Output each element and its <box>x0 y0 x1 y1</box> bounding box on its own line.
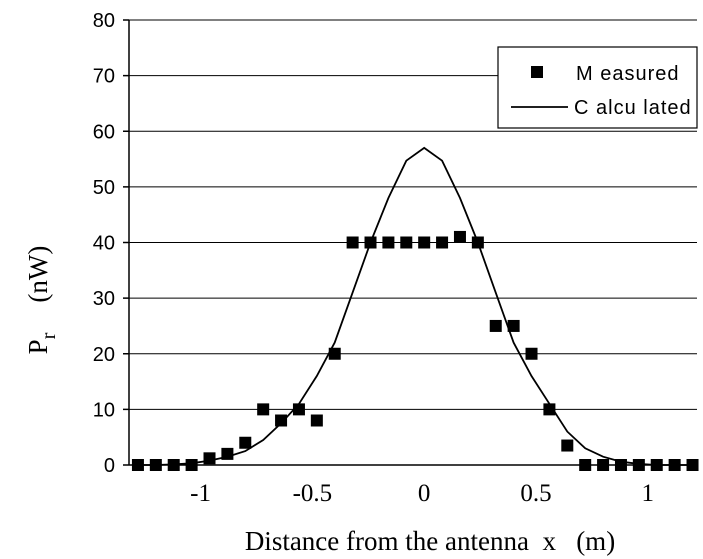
y-axis-unit: (nW) <box>23 246 53 303</box>
x-tick-label: 0 <box>418 480 431 507</box>
x-axis-title: Distance from the antenna x (m) <box>245 526 615 556</box>
tick-labels: 0 10 20 30 40 50 60 70 80 -1 -0.5 0 0.5 1 <box>93 10 654 507</box>
y-tick-label: 80 <box>93 10 115 32</box>
y-tick-label: 30 <box>93 288 115 310</box>
measured-marker <box>149 459 162 471</box>
measured-marker <box>614 459 627 471</box>
measured-marker <box>632 459 645 471</box>
y-tick-label: 0 <box>104 455 115 477</box>
measured-marker <box>310 414 323 427</box>
legend-label-calculated: C alcu lated <box>574 97 692 119</box>
measured-marker <box>543 403 556 416</box>
measured-marker <box>400 236 413 249</box>
measured-marker <box>239 436 252 449</box>
y-axis-subscript: r <box>38 332 60 339</box>
x-tick-label: 0.5 <box>520 480 551 507</box>
measured-marker <box>686 459 699 471</box>
measured-marker <box>471 236 484 249</box>
measured-marker <box>489 319 502 332</box>
y-tick-label: 60 <box>93 121 115 143</box>
measured-marker <box>561 439 574 452</box>
y-tick-label: 20 <box>93 344 115 366</box>
grid-lines <box>129 19 697 410</box>
series-line-calculated <box>137 146 693 466</box>
measured-marker <box>597 459 610 471</box>
legend-label-measured: M easured <box>576 63 680 85</box>
measured-marker <box>382 236 395 249</box>
measured-marker <box>453 230 466 243</box>
measured-marker <box>525 347 538 360</box>
svg-text:Pr(nW): Pr (nW) <box>23 246 60 355</box>
y-axis-title: Pr (nW) <box>23 246 60 355</box>
measured-marker <box>418 236 431 249</box>
measured-marker <box>257 403 270 416</box>
legend: M easured C alcu lated <box>497 46 698 129</box>
measured-marker <box>579 459 592 471</box>
measured-marker <box>275 414 288 427</box>
measured-marker <box>185 459 198 471</box>
measured-marker <box>507 319 520 332</box>
measured-marker <box>650 459 663 471</box>
measured-marker <box>221 447 234 460</box>
plot-series <box>131 146 699 471</box>
x-tick-label: -1 <box>190 480 211 507</box>
measured-marker <box>436 236 449 249</box>
x-tick-label: 1 <box>642 480 655 507</box>
y-axis-symbol: P <box>23 339 53 354</box>
y-tick-label: 70 <box>93 66 115 88</box>
legend-marker-measured <box>531 66 543 78</box>
measured-marker <box>292 403 305 416</box>
measured-marker <box>131 459 144 471</box>
y-tick-label: 40 <box>93 233 115 255</box>
y-tick-label: 10 <box>93 399 115 421</box>
legend-box <box>497 46 698 129</box>
measured-marker <box>364 236 377 249</box>
x-tick-label: -0.5 <box>293 480 333 507</box>
measured-marker <box>328 347 341 360</box>
measured-marker <box>346 236 359 249</box>
measured-marker <box>668 459 681 471</box>
y-tick-label: 50 <box>93 177 115 199</box>
measured-marker <box>203 452 216 465</box>
measured-marker <box>167 459 180 471</box>
